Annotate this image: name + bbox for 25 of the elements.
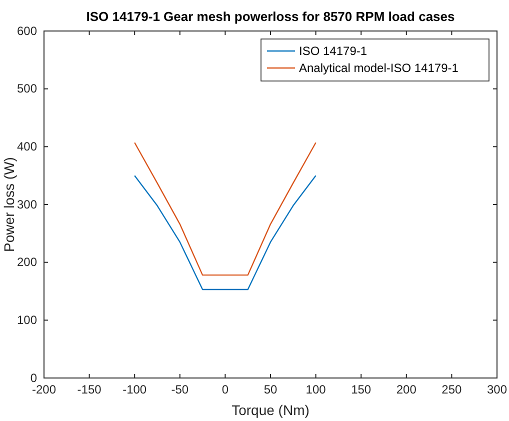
- x-tick-label: -100: [122, 382, 147, 397]
- line-series: [134, 142, 316, 276]
- x-tick-label: -50: [171, 382, 189, 397]
- y-tick-label: 300: [16, 197, 38, 212]
- legend-label: ISO 14179-1: [299, 44, 368, 58]
- x-tick-label: 100: [306, 382, 326, 397]
- x-tick-label: 300: [486, 382, 508, 397]
- y-tick-label: 200: [16, 255, 38, 270]
- x-tick-label: -200: [32, 382, 56, 397]
- y-tick-label: 600: [16, 24, 38, 38]
- x-tick-label: 150: [351, 382, 372, 397]
- chart-title: ISO 14179-1 Gear mesh powerloss for 8570 RPM load cases: [86, 9, 455, 24]
- x-tick-label: 200: [396, 382, 417, 397]
- y-tick-label: 500: [16, 82, 38, 96]
- y-tick-label: 100: [16, 313, 38, 328]
- x-tick-label: -150: [77, 382, 102, 397]
- x-tick-label: 250: [442, 382, 462, 397]
- y-axis-title: Power loss (W): [1, 157, 17, 252]
- y-tick-label: 0: [30, 370, 38, 385]
- x-tick-label: 0: [222, 382, 229, 397]
- legend-label: Analytical model-ISO 14179-1: [299, 61, 459, 75]
- x-axis-title: Torque (Nm): [232, 402, 310, 418]
- line-series: [134, 174, 316, 290]
- x-tick-label: 50: [264, 382, 278, 397]
- y-tick-label: 400: [16, 140, 38, 154]
